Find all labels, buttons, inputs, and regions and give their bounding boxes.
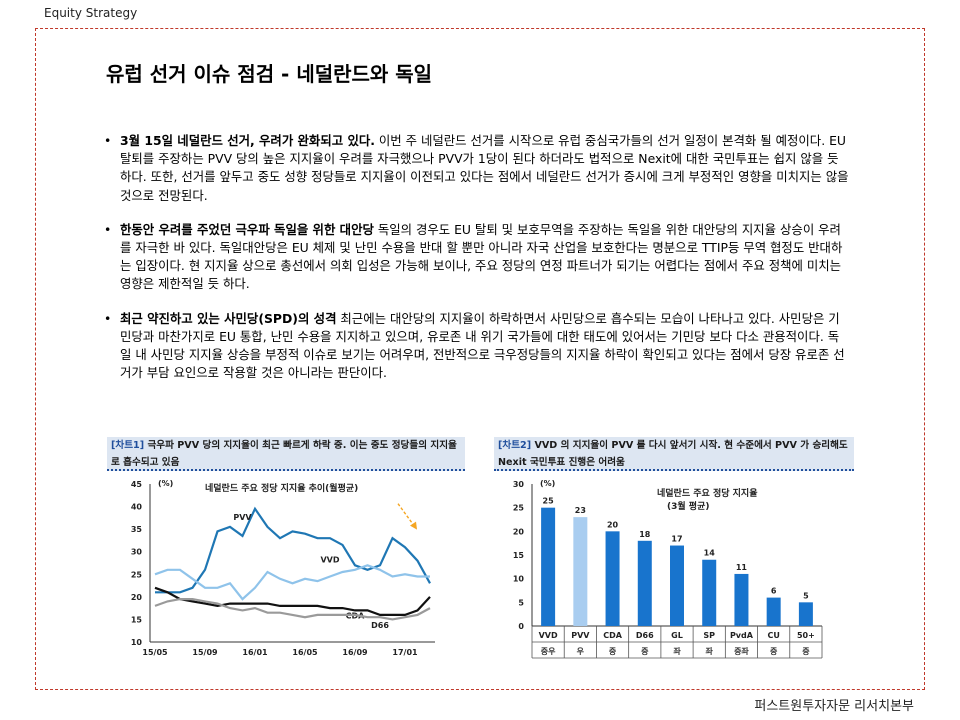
trend-arrowhead-icon — [410, 521, 417, 530]
bar-value-label: 23 — [575, 506, 586, 515]
bullet-heading: 한동안 우려를 주었던 극우파 독일을 위한 대안당 — [120, 221, 374, 237]
bar-pvda — [734, 573, 749, 626]
bullet-dot-icon: • — [104, 310, 112, 326]
y-tick-label: 10 — [513, 575, 525, 584]
bar-cu — [766, 597, 781, 626]
y-tick-label: 20 — [131, 593, 143, 602]
series-line-pvv — [155, 506, 431, 594]
y-tick-label: 35 — [131, 525, 143, 534]
x-sublabel: 우 — [577, 647, 585, 656]
bar-value-label: 17 — [671, 535, 682, 544]
series-label-d66: D66 — [371, 621, 389, 630]
y-tick-label: 30 — [513, 480, 525, 489]
bar-cda — [605, 531, 620, 626]
footer-label: 퍼스트원투자자문 리서치본부 — [754, 699, 914, 714]
y-tick-label: 20 — [513, 527, 525, 536]
x-tick-label: GL — [671, 631, 683, 640]
series-line-vvd — [154, 564, 430, 601]
y-tick-label: 40 — [131, 503, 143, 512]
x-tick-label: 16/09 — [342, 648, 368, 657]
y-tick-label: 45 — [131, 480, 143, 489]
series-label-pvv: PVV — [233, 513, 252, 522]
x-sublabel: 중 — [609, 647, 617, 656]
bar-value-label: 14 — [704, 549, 716, 558]
header-label: Equity Strategy — [44, 6, 138, 20]
x-tick-label: CDA — [603, 631, 623, 640]
x-tick-label: 17/01 — [392, 648, 418, 657]
bullet-text: 독일의 경우도 EU 탈퇴 및 보호무역을 주장하는 독일을 위한 대안당의 지… — [120, 221, 843, 292]
bullet-heading: 최근 약진하고 있는 사민당(SPD)의 성격 — [120, 310, 337, 326]
bar-value-label: 11 — [736, 563, 748, 572]
bullet-text: 이번 주 네덜란드 선거를 시작으로 유럽 중심국가들의 선거 일정이 본격화 … — [120, 133, 849, 203]
bullet-dot-icon: • — [104, 133, 112, 148]
chart-subtitle: (3월 평균) — [667, 500, 709, 512]
bullet-item-2: • 한동안 우려를 주었던 극우파 독일을 위한 대안당 독일의 경우도 EU … — [104, 221, 850, 294]
y-tick-label: 0 — [518, 622, 524, 631]
bar-value-label: 18 — [639, 530, 651, 539]
chart1-caption-tag: [차트1] — [111, 440, 145, 451]
y-tick-label: 15 — [131, 615, 143, 624]
x-tick-label: SP — [703, 631, 715, 640]
bar-d66 — [637, 540, 652, 626]
x-tick-label: 16/05 — [292, 648, 318, 657]
x-tick-label: 15/09 — [192, 648, 218, 657]
bullet-item-3: • 최근 약진하고 있는 사민당(SPD)의 성격 최근에는 대안당의 지지율이… — [104, 310, 850, 383]
x-tick-label: VVD — [539, 631, 558, 640]
bullet-item-1: • 3월 15일 네덜란드 선거, 우려가 완화되고 있다. 이번 주 네덜란드… — [104, 132, 850, 205]
chart2-caption-text: VVD 의 지지율이 PVV 를 다시 앞서기 시작. 현 수준에서 PVV 가… — [498, 440, 848, 468]
bar-pvv — [573, 517, 588, 626]
series-line-d66 — [154, 597, 431, 621]
y-tick-label: 25 — [513, 504, 525, 513]
x-sublabel: 좌 — [673, 646, 681, 656]
y-tick-label: 15 — [513, 551, 525, 560]
trend-arrow-icon — [397, 503, 415, 527]
x-tick-label: PvdA — [730, 631, 754, 640]
bullet-list: • 3월 15일 네덜란드 선거, 우려가 완화되고 있다. 이번 주 네덜란드… — [104, 132, 850, 398]
bullet-text: 최근에는 대안당의 지지율이 하락하면서 사민당으로 흡수되는 모습이 나타나고… — [120, 310, 845, 381]
bullet-dot-icon: • — [104, 221, 112, 237]
bullet-heading: 3월 15일 네덜란드 선거, 우려가 완화되고 있다. — [120, 133, 375, 148]
line-chart: 10 15 20 25 30 35 40 45 (%) 네덜란드 주요 정당 지지율 추이(월평균… — [131, 479, 435, 657]
x-tick-label: PVV — [571, 631, 590, 640]
y-axis-unit-label: (%) — [158, 479, 173, 488]
series-label-vvd: VVD — [320, 556, 339, 565]
chart-title: 네덜란드 주요 정당 지지율 — [657, 487, 757, 499]
bar-sp — [702, 559, 717, 626]
x-sublabel: 중 — [641, 647, 649, 656]
bar-value-label: 6 — [771, 587, 777, 596]
y-tick-label: 30 — [131, 548, 143, 557]
x-sublabel: 중 — [770, 647, 778, 656]
chart-title: 네덜란드 주요 정당 지지율 추이(월평균) — [205, 482, 358, 494]
content-frame — [35, 28, 925, 690]
bar-value-label: 20 — [607, 520, 619, 529]
y-axis-unit-label: (%) — [540, 479, 555, 488]
x-sublabel: 중 — [802, 647, 810, 656]
chart1-caption-text: 극우파 PVV 당의 지지율이 최근 빠르게 하락 중. 이는 중도 정당들의 … — [111, 440, 457, 468]
series-line-cda — [154, 586, 431, 616]
x-tick-label: D66 — [636, 631, 654, 640]
y-tick-label: 25 — [131, 570, 143, 579]
chart2-caption: [차트2] VVD 의 지지율이 PVV 를 다시 앞서기 시작. 현 수준에서… — [494, 437, 854, 471]
x-tick-label: 50+ — [797, 631, 815, 640]
x-tick-label: 16/01 — [242, 648, 268, 657]
bar-vvd — [541, 507, 556, 626]
y-tick-label: 5 — [518, 598, 524, 607]
chart2-caption-tag: [차트2] — [498, 440, 532, 451]
x-sublabel: 중좌 — [734, 646, 749, 656]
bar-50plus — [798, 602, 813, 626]
chart1-caption: [차트1] 극우파 PVV 당의 지지율이 최근 빠르게 하락 중. 이는 중도… — [107, 437, 465, 471]
bar-value-label: 25 — [543, 497, 555, 506]
page-title: 유럽 선거 이슈 점검 - 네덜란드와 독일 — [106, 62, 433, 86]
x-tick-label: 15/05 — [142, 648, 168, 657]
bar-value-label: 5 — [803, 591, 809, 600]
x-sublabel: 중우 — [541, 647, 556, 656]
bar-chart: 0 5 10 15 20 25 30 (%) 네덜란드 주요 정당 지지율(3월 평균) 25 VV… — [513, 479, 823, 659]
bar-gl — [670, 545, 684, 626]
x-sublabel: 좌 — [706, 646, 714, 656]
y-tick-label: 10 — [131, 638, 143, 647]
x-tick-label: CU — [767, 631, 779, 640]
